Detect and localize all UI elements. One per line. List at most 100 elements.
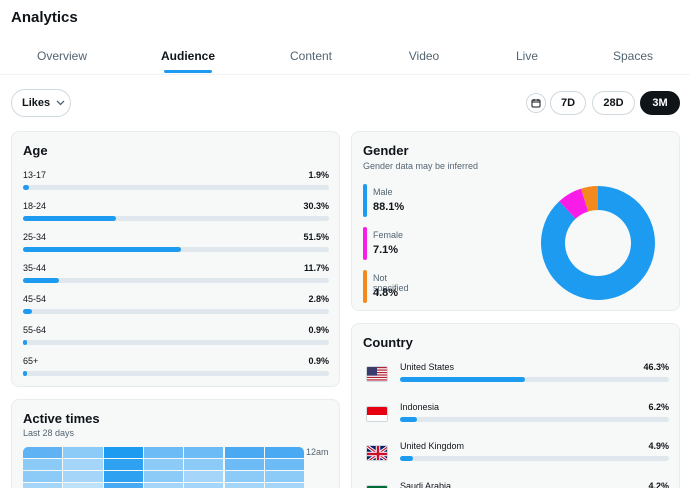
tab-overview[interactable]: Overview xyxy=(36,49,88,63)
active-tab-indicator xyxy=(164,70,212,73)
country-name: Saudi Arabia xyxy=(400,480,452,488)
heatmap-cell xyxy=(224,471,264,482)
uk-flag-icon xyxy=(366,445,388,461)
heatmap-cell xyxy=(23,447,63,458)
country-name: United Kingdom xyxy=(400,441,465,451)
range-28d-button[interactable]: 28D xyxy=(592,91,635,115)
heatmap-cell xyxy=(143,471,184,482)
heatmap-cell xyxy=(264,483,305,488)
country-percent-value: 46.3% xyxy=(643,362,669,372)
age-row: 35-44 11.7% xyxy=(23,263,329,283)
active-times-card: Active times Last 28 days 12am xyxy=(11,399,340,488)
age-bar-track xyxy=(23,185,329,190)
heatmap-cell xyxy=(264,459,305,470)
age-range-label: 18-24 xyxy=(23,201,47,211)
heatmap-cell xyxy=(143,459,184,470)
metric-dropdown[interactable]: Likes xyxy=(11,89,71,117)
active-times-subtitle: Last 28 days xyxy=(23,428,75,438)
donut-slice xyxy=(581,186,598,212)
heatmap-cell xyxy=(63,459,103,470)
age-row: 65+ 0.9% xyxy=(23,356,329,376)
gender-value: 7.1% xyxy=(373,244,399,256)
country-row: United Kingdom 4.9% xyxy=(363,441,669,465)
age-bar-track xyxy=(23,247,329,252)
tab-bar: Overview Audience Content Video Live Spa… xyxy=(0,44,690,75)
heatmap-cell xyxy=(143,447,184,458)
age-percent-value: 1.9% xyxy=(308,170,329,180)
heatmap-cell xyxy=(103,483,143,488)
gender-subtitle: Gender data may be inferred xyxy=(363,161,479,171)
country-name: United States xyxy=(400,362,455,372)
page-title: Analytics xyxy=(11,9,78,26)
country-row: Indonesia 6.2% xyxy=(363,402,669,426)
age-row: 13-17 1.9% xyxy=(23,170,329,190)
country-bar-track xyxy=(400,456,669,461)
country-row: United States 46.3% xyxy=(363,362,669,386)
metric-dropdown-label: Likes xyxy=(22,97,51,109)
gender-label: Not specified xyxy=(373,273,409,293)
age-range-label: 65+ xyxy=(23,356,39,366)
active-times-title: Active times xyxy=(23,411,100,426)
country-name: Indonesia xyxy=(400,401,440,412)
gender-color-bar xyxy=(363,184,367,217)
us-flag-icon xyxy=(366,366,388,382)
age-row: 18-24 30.3% xyxy=(23,201,329,221)
heatmap-cell xyxy=(143,483,184,488)
gender-card: Gender Gender data may be inferred Male 8… xyxy=(351,131,680,311)
age-bar-track xyxy=(23,278,329,283)
country-percent-value: 6.2% xyxy=(648,401,669,412)
chevron-down-icon xyxy=(56,100,65,106)
age-bar-fill xyxy=(23,216,116,221)
indonesia-flag-icon xyxy=(366,405,388,422)
age-row: 25-34 51.5% xyxy=(23,232,329,252)
range-7d-button[interactable]: 7D xyxy=(550,91,586,115)
country-bar-track xyxy=(400,416,669,422)
age-range-label: 13-17 xyxy=(23,170,47,180)
heatmap-cell xyxy=(63,471,103,482)
heatmap-cell xyxy=(63,447,103,458)
age-range-label: 25-34 xyxy=(23,232,47,242)
tab-live[interactable]: Live xyxy=(515,49,539,63)
gender-title: Gender xyxy=(363,143,409,158)
tab-audience[interactable]: Audience xyxy=(160,49,216,63)
calendar-button[interactable] xyxy=(526,93,546,113)
age-bar-track xyxy=(23,216,329,221)
age-range-label: 35-44 xyxy=(23,263,47,273)
country-card: Country United States 46.3% Indonesia 6.2% U… xyxy=(351,323,680,488)
heatmap-cell xyxy=(23,459,63,470)
age-bar-fill xyxy=(23,247,181,252)
heatmap-cell xyxy=(184,459,224,470)
heatmap-cell xyxy=(184,471,224,482)
tab-content[interactable]: Content xyxy=(289,49,333,63)
country-bar-fill xyxy=(400,456,414,461)
gender-color-bar xyxy=(363,270,367,303)
donut-slice xyxy=(541,186,655,300)
age-percent-value: 0.9% xyxy=(308,356,329,366)
country-title: Country xyxy=(363,335,413,350)
age-card: Age 13-17 1.9% 18-24 30.3% 25-34 51.5% 35-44 11… xyxy=(11,131,340,387)
heatmap-cell xyxy=(184,447,224,458)
gender-donut-chart xyxy=(541,186,655,300)
country-percent-value: 4.9% xyxy=(648,441,669,451)
age-bar-fill xyxy=(23,340,27,345)
country-bar-fill xyxy=(400,377,525,382)
gender-label: Male xyxy=(373,187,393,197)
age-row: 45-54 2.8% xyxy=(23,294,329,314)
age-bar-fill xyxy=(23,371,27,376)
age-title: Age xyxy=(23,143,48,158)
gender-label: Female xyxy=(373,230,404,240)
heatmap-cell xyxy=(103,447,143,458)
heatmap-cell xyxy=(224,483,264,488)
heatmap-cell xyxy=(224,447,264,458)
age-range-label: 55-64 xyxy=(23,325,47,335)
heatmap-cell xyxy=(63,483,103,488)
heatmap-cell xyxy=(264,447,305,458)
tab-spaces[interactable]: Spaces xyxy=(612,49,654,63)
age-percent-value: 51.5% xyxy=(303,232,329,242)
age-percent-value: 2.8% xyxy=(308,294,329,304)
tab-video[interactable]: Video xyxy=(408,49,440,63)
heatmap-hour-label: 12am xyxy=(306,447,329,457)
range-3m-button[interactable]: 3M xyxy=(640,91,680,115)
age-row: 55-64 0.9% xyxy=(23,325,329,345)
gender-color-bar xyxy=(363,227,367,260)
